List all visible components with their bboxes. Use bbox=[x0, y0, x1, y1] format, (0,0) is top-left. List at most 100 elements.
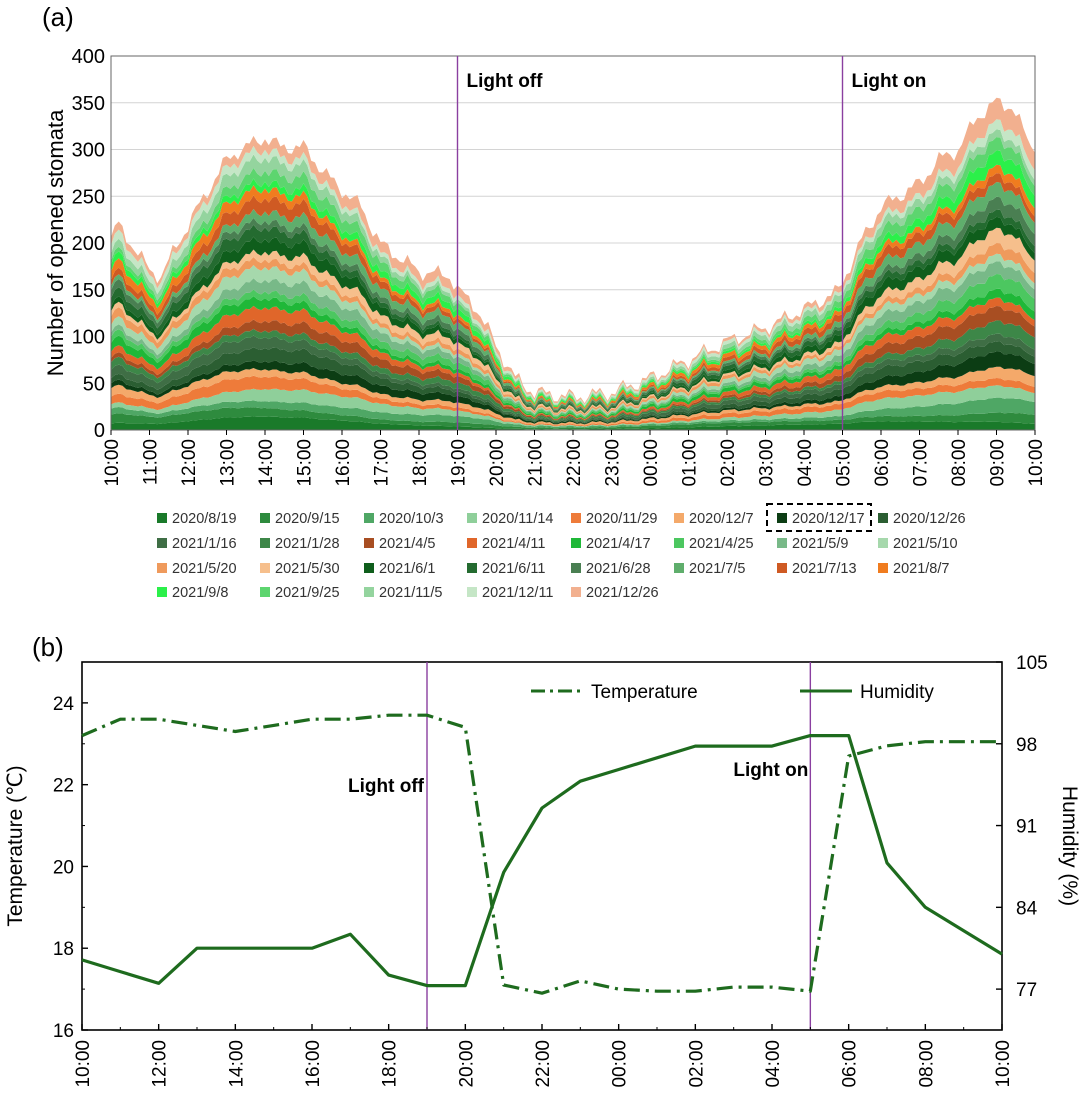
legend-swatch bbox=[260, 587, 270, 597]
panel-a-x-tick-label: 15:00 bbox=[295, 439, 316, 487]
legend-swatch bbox=[878, 513, 888, 523]
legend-label: 2021/1/16 bbox=[172, 536, 237, 552]
panel-a-x-tick-label: 03:00 bbox=[757, 439, 778, 487]
panel-a-y-axis-label: Number of opened stomata bbox=[43, 109, 68, 376]
panel-a-light-lines bbox=[456, 56, 844, 430]
legend-label: 2021/4/5 bbox=[379, 536, 435, 552]
legend-swatch bbox=[777, 538, 787, 548]
panel-a-y-tick-label: 250 bbox=[72, 186, 105, 208]
panel-b-left-tick-label: 22 bbox=[53, 776, 74, 797]
panel-b-left-tick-label: 20 bbox=[53, 857, 74, 878]
legend-swatch bbox=[571, 587, 581, 597]
legend-swatch bbox=[571, 563, 581, 573]
legend-label: 2020/11/29 bbox=[586, 511, 658, 527]
legend-swatch bbox=[157, 563, 167, 573]
legend-label: 2021/4/25 bbox=[689, 536, 754, 552]
legend-swatch bbox=[878, 563, 888, 573]
panel-a-x-axis: 10:00 11:00 12:00 13:00 14:00 15:00 16:00 17:00… bbox=[102, 430, 1047, 487]
panel-b-x-tick-label: 20:00 bbox=[456, 1040, 477, 1088]
area-series-2020-8-19 bbox=[111, 416, 1035, 430]
panel-b-right-tick-label: 77 bbox=[1016, 980, 1037, 1001]
legend-swatch bbox=[571, 513, 581, 523]
legend-label: 2021/9/25 bbox=[275, 585, 340, 601]
panel-b-right-tick-label: 98 bbox=[1016, 735, 1037, 756]
legend-label: 2021/6/28 bbox=[586, 561, 651, 577]
panel-a-x-tick-label: 00:00 bbox=[641, 439, 662, 487]
panel-a-x-tick-label: 18:00 bbox=[410, 439, 431, 487]
panel-a-x-tick-label: 10:00 bbox=[102, 439, 123, 487]
legend-swatch bbox=[364, 587, 374, 597]
panel-b-label: (b) bbox=[32, 632, 64, 662]
panel-b-legend: Temperature Humidity bbox=[531, 682, 934, 703]
panel-b-left-axis: 16 18 20 22 24 bbox=[53, 661, 88, 1042]
panel-b-right-tick-label: 105 bbox=[1016, 653, 1048, 674]
legend-label: 2021/7/5 bbox=[689, 561, 745, 577]
legend-label: 2020/8/19 bbox=[172, 511, 237, 527]
legend-swatch bbox=[467, 563, 477, 573]
legend-swatch bbox=[674, 513, 684, 523]
panel-a-x-tick-label: 13:00 bbox=[218, 439, 239, 487]
panel-b-light-on-label: Light on bbox=[733, 760, 808, 781]
legend-label: 2020/12/17 bbox=[792, 511, 865, 527]
legend-label: 2021/4/17 bbox=[586, 536, 651, 552]
legend-label: 2021/6/1 bbox=[379, 561, 435, 577]
legend-swatch bbox=[260, 513, 270, 523]
panel-a-y-tick-label: 400 bbox=[72, 46, 105, 68]
legend-swatch bbox=[260, 563, 270, 573]
panel-b-x-tick-label: 22:00 bbox=[533, 1040, 554, 1088]
legend-label: 2021/5/30 bbox=[275, 561, 340, 577]
panel-a-x-tick-label: 19:00 bbox=[449, 439, 470, 487]
legend-label: 2021/5/20 bbox=[172, 561, 237, 577]
legend-label: 2021/12/11 bbox=[482, 585, 554, 601]
panel-a-y-axis: 0 50 100 150 200 250 300 350 400 bbox=[72, 46, 105, 442]
panel-a-y-tick-label: 150 bbox=[72, 280, 105, 302]
legend-swatch bbox=[467, 513, 477, 523]
panel-b-x-tick-label: 00:00 bbox=[610, 1040, 631, 1088]
panel-b-left-tick-label: 24 bbox=[53, 694, 75, 715]
legend-label: 2020/10/3 bbox=[379, 511, 444, 527]
panel-a-y-tick-label: 100 bbox=[72, 327, 105, 349]
panel-a-x-tick-label: 21:00 bbox=[526, 439, 547, 487]
panel-a-label: (a) bbox=[42, 2, 74, 32]
legend-label: 2021/8/7 bbox=[893, 561, 949, 577]
panel-b-x-tick-label: 02:00 bbox=[686, 1040, 707, 1088]
panel-b-x-tick-label: 04:00 bbox=[763, 1040, 784, 1088]
panel-a-x-tick-label: 05:00 bbox=[834, 439, 855, 487]
panel-b-x-tick-label: 12:00 bbox=[150, 1040, 171, 1088]
legend-swatch bbox=[157, 513, 167, 523]
panel-a-x-tick-label: 17:00 bbox=[372, 439, 393, 487]
legend-label: 2021/9/8 bbox=[172, 585, 228, 601]
panel-b-right-axis: 77 84 91 98 105 bbox=[996, 653, 1048, 1001]
panel-a-x-tick-label: 23:00 bbox=[603, 439, 624, 487]
legend-swatch bbox=[157, 587, 167, 597]
panel-a-x-tick-label: 22:00 bbox=[564, 439, 585, 487]
panel-a-x-tick-label: 12:00 bbox=[179, 439, 200, 487]
legend-label: 2021/1/28 bbox=[275, 536, 340, 552]
panel-a-x-tick-label: 11:00 bbox=[141, 439, 162, 485]
panel-b-x-tick-label: 10:00 bbox=[73, 1040, 94, 1088]
panel-a-y-tick-label: 350 bbox=[72, 93, 105, 115]
panel-b-x-tick-label: 14:00 bbox=[226, 1040, 247, 1088]
area-series-2020-11-14 bbox=[111, 385, 1035, 428]
panel-a-stacked-areas bbox=[111, 97, 1035, 430]
panel-b-x-tick-label: 16:00 bbox=[303, 1040, 324, 1088]
panel-b-x-tick-label: 08:00 bbox=[916, 1040, 937, 1088]
panel-b-right-tick-label: 91 bbox=[1016, 817, 1037, 838]
panel-b-left-tick-label: 16 bbox=[53, 1021, 74, 1042]
series-line-humidity bbox=[81, 733, 1003, 988]
panel-a-x-tick-label: 04:00 bbox=[795, 439, 816, 487]
legend-label: 2020/12/26 bbox=[893, 511, 966, 527]
legend-swatch bbox=[364, 538, 374, 548]
legend-swatch bbox=[260, 538, 270, 548]
panel-b-series bbox=[81, 713, 1003, 995]
panel-b-right-axis-label: Humidity (%) bbox=[1058, 786, 1080, 906]
area-series-2020-9-15 bbox=[111, 407, 1035, 430]
panel-b-plot-frame bbox=[81, 661, 1003, 1031]
legend-label: 2020/11/14 bbox=[482, 511, 554, 527]
panel-a-y-tick-label: 50 bbox=[83, 373, 105, 395]
legend-label: 2020/9/15 bbox=[275, 511, 340, 527]
legend-swatch bbox=[878, 538, 888, 548]
panel-b-left-tick-label: 18 bbox=[53, 939, 74, 960]
legend-swatch bbox=[674, 538, 684, 548]
